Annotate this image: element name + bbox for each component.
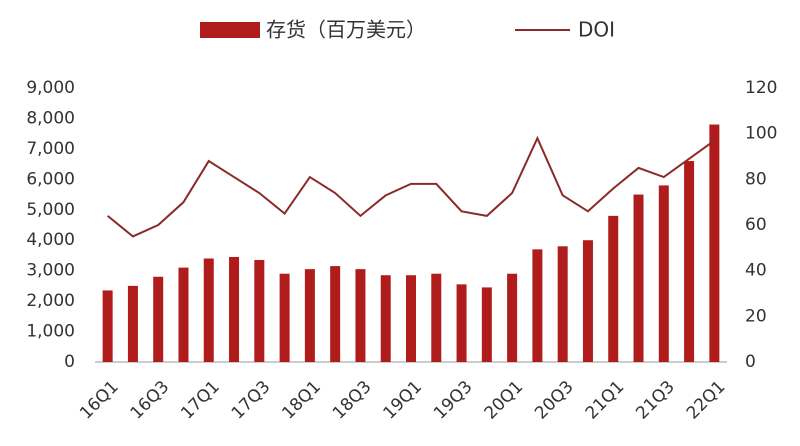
y2-tick-label: 120	[745, 78, 777, 98]
legend-label: DOI	[578, 18, 615, 42]
x-tick-label: 17Q3	[228, 377, 275, 424]
y-tick-label: 8,000	[26, 108, 75, 128]
x-tick-label: 21Q1	[582, 377, 629, 424]
bar	[406, 275, 416, 362]
y2-tick-label: 100	[745, 124, 777, 144]
y-tick-label: 6,000	[26, 169, 75, 189]
bar	[254, 260, 265, 362]
bar	[304, 269, 315, 362]
x-tick-label: 18Q3	[329, 377, 376, 424]
legend-swatch	[200, 22, 260, 38]
bar	[127, 285, 138, 362]
y2-tick-label: 40	[745, 261, 767, 281]
y-tick-label: 9,000	[26, 78, 75, 98]
bar	[658, 185, 669, 362]
x-tick-label: 17Q1	[177, 377, 224, 424]
x-tick-label: 21Q3	[632, 377, 679, 424]
bar	[481, 287, 492, 362]
y2-tick-label: 20	[745, 306, 767, 326]
bar	[153, 276, 164, 362]
bar	[684, 161, 695, 362]
bar	[102, 290, 113, 362]
bar	[279, 273, 290, 362]
y2-tick-label: 0	[745, 352, 756, 372]
y2-tick-label: 80	[745, 169, 767, 189]
x-tick-label: 19Q1	[380, 377, 427, 424]
bar	[456, 284, 467, 362]
bar	[203, 258, 214, 362]
legend-label: 存货（百万美元）	[266, 18, 426, 42]
y2-tick-label: 60	[745, 215, 767, 235]
x-tick-label: 19Q3	[430, 377, 477, 424]
bar	[380, 275, 391, 362]
y-tick-label: 2,000	[26, 291, 75, 311]
y-tick-label: 3,000	[26, 261, 75, 281]
bar	[608, 215, 619, 362]
y-tick-label: 5,000	[26, 200, 75, 220]
bar	[582, 240, 593, 362]
bar	[431, 273, 442, 362]
y-tick-label: 1,000	[26, 322, 75, 342]
line	[107, 135, 715, 238]
bar	[178, 267, 189, 362]
bar	[709, 124, 720, 363]
bar	[355, 269, 366, 362]
bar	[633, 194, 644, 362]
bar	[532, 249, 543, 362]
bar	[229, 256, 240, 362]
y-tick-label: 0	[64, 352, 75, 372]
x-tick-label: 20Q3	[531, 377, 578, 424]
x-tick-label: 16Q1	[76, 377, 123, 424]
y-tick-label: 4,000	[26, 230, 75, 250]
bar	[507, 273, 518, 362]
bar	[330, 266, 341, 362]
bar	[557, 246, 568, 362]
y-tick-label: 7,000	[26, 139, 75, 159]
x-tick-label: 20Q1	[481, 377, 528, 424]
x-tick-label: 18Q1	[278, 377, 325, 424]
x-tick-label: 22Q1	[683, 377, 730, 424]
x-tick-label: 16Q3	[127, 377, 174, 424]
